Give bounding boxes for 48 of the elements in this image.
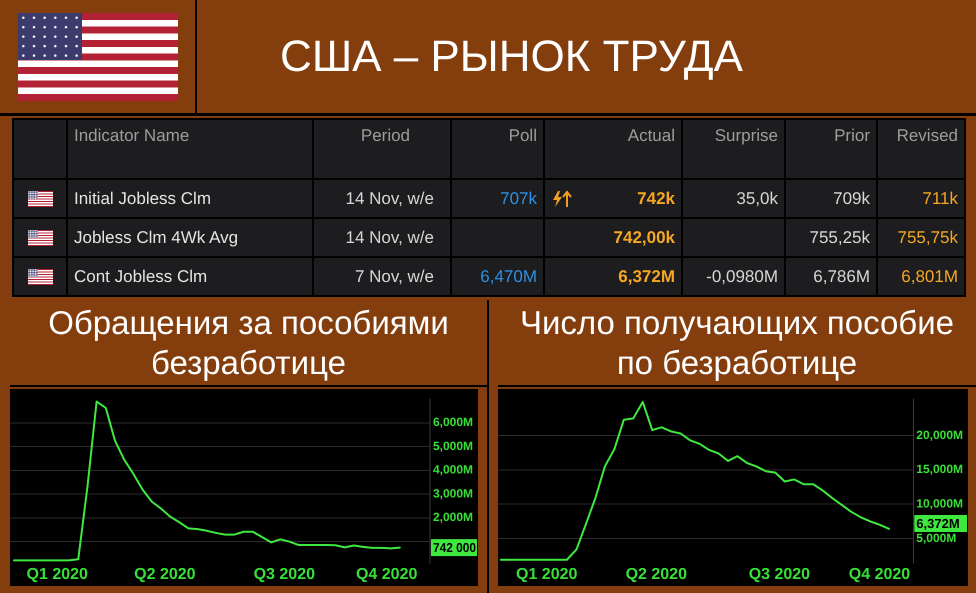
y-tick-label: 5,000M xyxy=(432,438,474,453)
category-label: Prior xyxy=(834,126,870,145)
text: 7 Nov, w/e xyxy=(354,266,434,286)
annotation: 742 000 xyxy=(432,540,476,556)
x-tick-label: Q1 2020 xyxy=(516,566,578,583)
y-tick-label: 5,000M xyxy=(916,530,956,545)
text: Cont Jobless Clm xyxy=(74,266,208,286)
y-tick-label: 4,000M xyxy=(432,462,474,477)
text: 6,470M xyxy=(480,266,537,286)
text: 6,801M xyxy=(901,266,958,286)
category-label: Indicator Name xyxy=(74,126,190,145)
text: 14 Nov, w/e xyxy=(345,228,434,246)
chart-title: Число получающих пособие по безработице xyxy=(518,302,955,382)
y-tick-label: 20,000M xyxy=(916,428,964,442)
category-label: Revised xyxy=(896,126,958,145)
y-tick-label: 3,000M xyxy=(432,486,474,500)
text: Jobless Clm 4Wk Avg xyxy=(74,228,238,246)
text: 6,372M xyxy=(618,266,675,286)
text: 709k xyxy=(833,188,870,208)
text: 6,786M xyxy=(813,266,870,286)
y-tick-label: 15,000M xyxy=(916,462,964,476)
category-label: Surprise xyxy=(714,126,778,145)
category-label: Actual xyxy=(628,126,675,145)
text: 755,25k xyxy=(810,228,870,246)
x-tick-label: Q1 2020 xyxy=(26,566,88,583)
category-label: Period xyxy=(360,126,410,145)
x-tick-label: Q3 2020 xyxy=(748,566,810,583)
text: Initial Jobless Clm xyxy=(74,188,211,208)
y-tick-label: 10,000M xyxy=(916,496,964,510)
category-label: Poll xyxy=(508,126,537,145)
text: 707k xyxy=(500,188,537,208)
chart-title: Обращения за пособиями безработице xyxy=(47,302,450,382)
y-tick-label: 6,000M xyxy=(432,415,474,430)
text: 742k xyxy=(637,188,675,208)
x-tick-label: Q3 2020 xyxy=(254,566,316,583)
x-tick-label: Q4 2020 xyxy=(356,566,418,583)
x-tick-label: Q4 2020 xyxy=(848,566,910,583)
annotation: 6,372M xyxy=(916,516,960,532)
y-tick-label: 2,000M xyxy=(432,510,474,524)
text: 35,0k xyxy=(736,188,778,208)
text: -0,0980M xyxy=(706,266,778,286)
x-tick-label: Q2 2020 xyxy=(134,566,196,583)
text: 711k xyxy=(922,188,958,208)
text: 742,00k xyxy=(614,228,675,246)
text: США – РЫНОК ТРУДА xyxy=(280,32,743,82)
x-tick-label: Q2 2020 xyxy=(626,566,688,583)
text: 755,75k xyxy=(898,228,958,246)
text: 14 Nov, w/e xyxy=(345,188,434,208)
